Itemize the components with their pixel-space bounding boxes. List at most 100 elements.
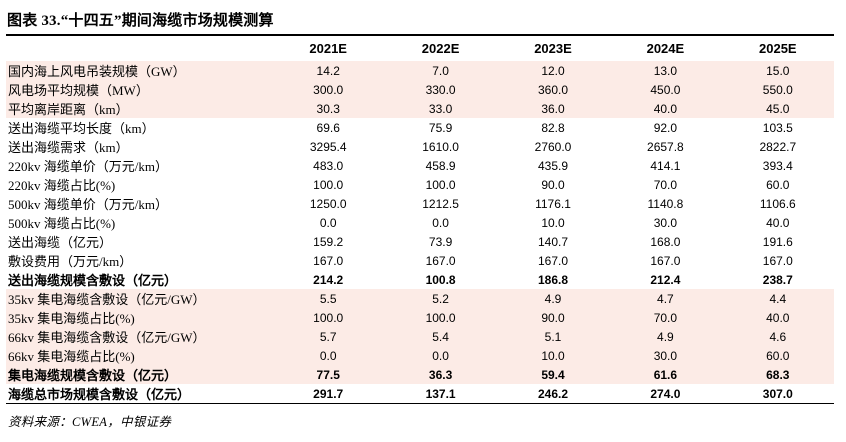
cell-value: 30.3 [316,101,340,116]
cell-value: 246.2 [537,386,568,401]
cell-value: 15.0 [766,63,790,78]
row-label: 敷设费用（万元/km） [8,254,133,269]
cell-value: 214.2 [313,272,344,287]
cell-value: 4.9 [544,291,562,306]
row-label: 35kv 集电海缆占比(%) [8,311,135,326]
cell-value: 3295.4 [309,139,347,154]
cell-value: 274.0 [650,386,681,401]
market-size-table: 2021E 2022E 2023E 2024E 2025E 国内海上风电吊装规模… [6,34,834,404]
row-label: 500kv 海缆单价（万元/km） [8,197,168,212]
cell-value: 140.7 [537,234,568,249]
cell-value: 10.0 [541,348,565,363]
row-label: 66kv 集电海缆占比(%) [8,349,135,364]
cell-value: 5.5 [319,291,337,306]
cell-value: 167.0 [650,253,681,268]
row-label: 送出海缆规模含敷设（亿元） [8,273,178,288]
table-row: 500kv 海缆占比(%) 0.0 0.0 10.0 30.0 40.0 [6,213,834,232]
cell-value: 238.7 [762,272,793,287]
row-label: 送出海缆（亿元） [8,235,113,250]
cell-value: 1250.0 [309,196,347,211]
cell-value: 435.9 [537,158,568,173]
cell-value: 90.0 [541,177,565,192]
cell-value: 100.0 [313,177,344,192]
row-label: 海缆总市场规模含敷设（亿元） [8,387,191,402]
cell-value: 159.2 [313,234,344,249]
cell-value: 483.0 [313,158,344,173]
cell-value: 70.0 [653,177,678,192]
cell-value: 212.4 [650,272,681,287]
cell-value: 60.0 [766,348,790,363]
cell-value: 59.4 [541,367,565,382]
row-label: 220kv 海缆占比(%) [8,178,116,193]
cell-value: 61.6 [653,367,678,382]
cell-value: 167.0 [425,253,456,268]
cell-value: 137.1 [425,386,456,401]
table-row: 66kv 集电海缆占比(%) 0.0 0.0 10.0 30.0 60.0 [6,346,834,365]
cell-value: 68.3 [766,367,790,382]
cell-value: 458.9 [425,158,456,173]
table-row: 敷设费用（万元/km） 167.0 167.0 167.0 167.0 167.… [6,251,834,270]
table-row: 海缆总市场规模含敷设（亿元） 291.7 137.1 246.2 274.0 3… [6,384,834,403]
year-column-header: 2023E [534,41,572,56]
table-row: 送出海缆平均长度（km） 69.6 75.9 82.8 92.0 103.5 [6,118,834,137]
table-row: 500kv 海缆单价（万元/km） 1250.0 1212.5 1176.1 1… [6,194,834,213]
table-row: 集电海缆规模含敷设（亿元） 77.5 36.3 59.4 61.6 68.3 [6,365,834,384]
row-label: 集电海缆规模含敷设（亿元） [8,368,178,383]
cell-value: 0.0 [432,348,449,363]
cell-value: 69.6 [316,120,340,135]
table-row: 送出海缆（亿元） 159.2 73.9 140.7 168.0 191.6 [6,232,834,251]
cell-value: 4.9 [657,329,674,344]
row-label: 500kv 海缆占比(%) [8,216,116,231]
table-row: 送出海缆规模含敷设（亿元） 214.2 100.8 186.8 212.4 23… [6,270,834,289]
table-row: 平均离岸距离（km） 30.3 33.0 36.0 40.0 45.0 [6,99,834,118]
cell-value: 40.0 [653,101,678,116]
cell-value: 5.4 [432,329,449,344]
row-label: 送出海缆平均长度（km） [8,121,155,136]
figure-title: 图表 33.“十四五”期间海缆市场规模测算 [7,13,274,29]
cell-value: 393.4 [762,158,793,173]
cell-value: 90.0 [541,310,565,325]
cell-value: 82.8 [541,120,565,135]
cell-value: 103.5 [762,120,793,135]
cell-value: 75.9 [428,120,453,135]
cell-value: 100.0 [313,310,344,325]
source-note: 资料来源：CWEA，中银证券 [8,415,172,429]
row-label: 国内海上风电吊装规模（GW） [8,64,186,79]
cell-value: 168.0 [650,234,681,249]
cell-value: 92.0 [653,120,678,135]
table-body: 国内海上风电吊装规模（GW） 14.2 7.0 12.0 13.0 15.0 风… [6,61,834,403]
cell-value: 2822.7 [759,139,797,154]
table-row: 国内海上风电吊装规模（GW） 14.2 7.0 12.0 13.0 15.0 [6,61,834,80]
table-row: 66kv 集电海缆含敷设（亿元/GW） 5.7 5.4 5.1 4.9 4.6 [6,327,834,346]
row-label: 平均离岸距离（km） [8,102,129,117]
cell-value: 300.0 [313,82,344,97]
cell-value: 12.0 [541,63,565,78]
cell-value: 4.7 [657,291,674,306]
cell-value: 0.0 [319,215,337,230]
cell-value: 1140.8 [647,196,684,211]
cell-value: 2657.8 [647,139,684,154]
cell-value: 360.0 [537,82,568,97]
cell-value: 307.0 [762,386,793,401]
cell-value: 4.6 [769,329,787,344]
year-column-header: 2022E [421,41,460,56]
cell-value: 7.0 [432,63,449,78]
cell-value: 414.1 [650,158,681,173]
table-row: 220kv 海缆占比(%) 100.0 100.0 90.0 70.0 60.0 [6,175,834,194]
cell-value: 77.5 [316,367,340,382]
table-row: 35kv 集电海缆含敷设（亿元/GW） 5.5 5.2 4.9 4.7 4.4 [6,289,834,308]
cell-value: 0.0 [432,215,449,230]
cell-value: 13.0 [653,63,678,78]
cell-value: 100.0 [425,310,456,325]
cell-value: 330.0 [425,82,456,97]
cell-value: 5.2 [432,291,449,306]
cell-value: 30.0 [653,348,678,363]
cell-value: 100.0 [425,177,456,192]
table-row: 35kv 集电海缆占比(%) 100.0 100.0 90.0 70.0 40.… [6,308,834,327]
row-label: 66kv 集电海缆含敷设（亿元/GW） [8,330,206,345]
cell-value: 1212.5 [422,196,459,211]
cell-value: 1106.6 [759,196,796,211]
table-header-row: 2021E 2022E 2023E 2024E 2025E [6,36,834,61]
cell-value: 40.0 [766,310,790,325]
